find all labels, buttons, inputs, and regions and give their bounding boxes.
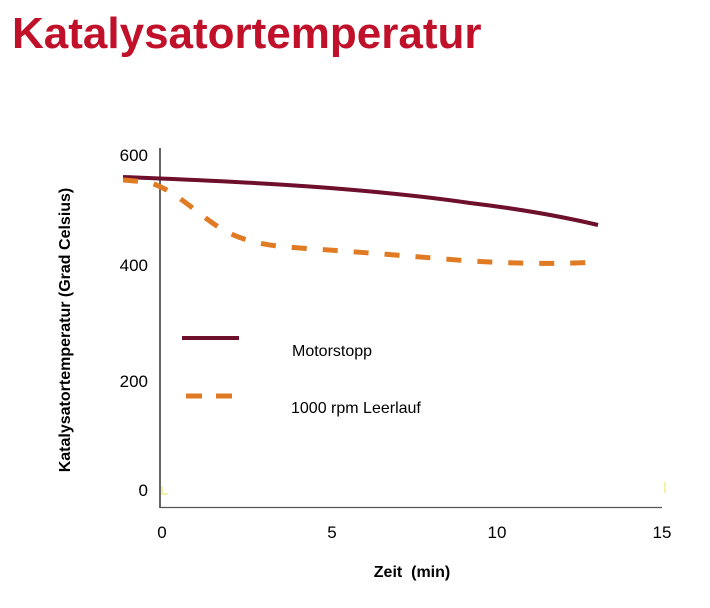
y-tick-400: 400 — [119, 256, 148, 275]
series-motorstopp-line — [122, 175, 599, 227]
x-tick-15: 15 — [652, 523, 672, 542]
y-tick-200: 200 — [119, 372, 148, 391]
y-tick-0: 0 — [138, 481, 148, 500]
page-title: Katalysatortemperatur — [12, 9, 482, 58]
artifact-mark — [161, 486, 168, 495]
legend-leerlauf-label: 1000 rpm Leerlauf — [291, 400, 421, 417]
y-tick-600: 600 — [119, 146, 148, 165]
series-leerlauf-line — [122, 177, 601, 266]
x-tick-5: 5 — [327, 523, 337, 542]
x-tick-0: 0 — [157, 523, 167, 542]
legend-motorstopp-label: Motorstopp — [292, 343, 373, 360]
x-tick-10: 10 — [487, 523, 507, 542]
x-axis-label: Zeit (min) — [373, 564, 451, 581]
